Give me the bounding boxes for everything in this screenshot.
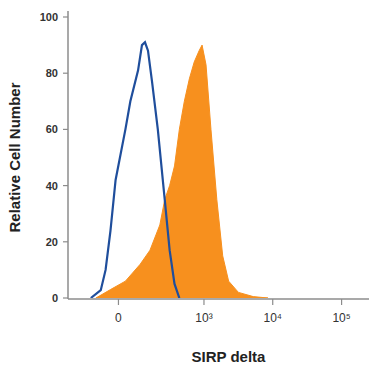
x-tick-label: 10⁵ — [332, 311, 350, 325]
chart: 0 20 40 60 80 100 0 10³ 10⁴ 10⁵ SIRP delta Relative… — [0, 0, 371, 372]
plot-area — [91, 42, 268, 298]
y-tick — [63, 241, 68, 242]
x-axis — [68, 298, 369, 300]
x-tick — [272, 299, 273, 305]
y-tick-label: 20 — [46, 236, 58, 248]
y-tick-label: 0 — [52, 292, 58, 304]
y-axis — [67, 11, 69, 299]
y-tick — [63, 73, 68, 74]
x-tick — [341, 299, 342, 305]
x-tick-label: 10⁴ — [263, 311, 282, 325]
x-axis-label: SIRP delta — [192, 348, 267, 365]
y-tick-label: 100 — [40, 11, 58, 23]
area-series — [96, 45, 268, 298]
y-tick — [63, 185, 68, 186]
y-tick — [63, 16, 68, 17]
y-tick — [63, 129, 68, 130]
x-tick — [118, 299, 119, 305]
line-series — [91, 42, 180, 298]
y-tick — [63, 297, 68, 298]
y-tick-label: 80 — [46, 67, 58, 79]
y-tick-label: 60 — [46, 123, 58, 135]
y-axis-label: Relative Cell Number — [6, 82, 23, 232]
x-tick — [203, 299, 204, 305]
x-tick-label: 10³ — [195, 311, 212, 325]
x-tick-label: 0 — [115, 311, 122, 325]
y-tick-label: 40 — [46, 180, 58, 192]
